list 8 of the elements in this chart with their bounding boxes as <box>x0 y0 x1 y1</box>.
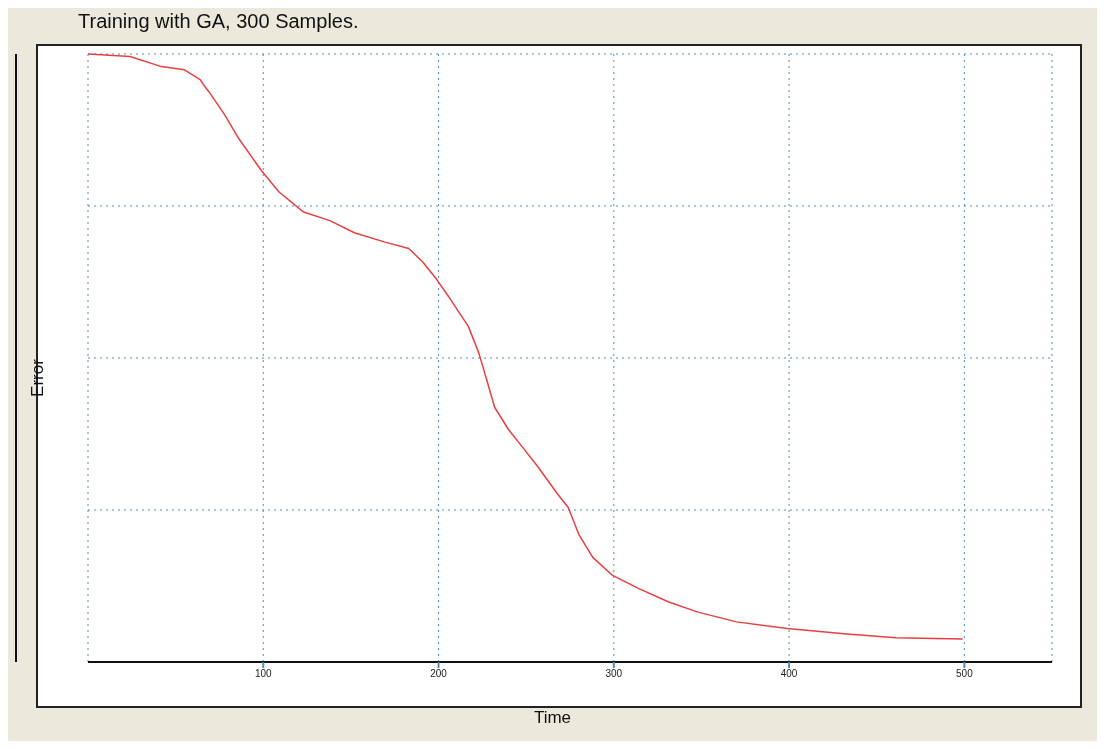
x-tick-label: 500 <box>956 668 974 680</box>
x-axis-title: Time <box>532 708 573 728</box>
chart-title: Training with GA, 300 Samples. <box>78 10 359 33</box>
x-tick-label: 200 <box>430 668 448 680</box>
x-tick-label: 400 <box>780 668 798 680</box>
y-axis-title: Error <box>28 359 48 397</box>
x-tick-label: 300 <box>605 668 623 680</box>
x-tick-label: 100 <box>254 668 273 680</box>
